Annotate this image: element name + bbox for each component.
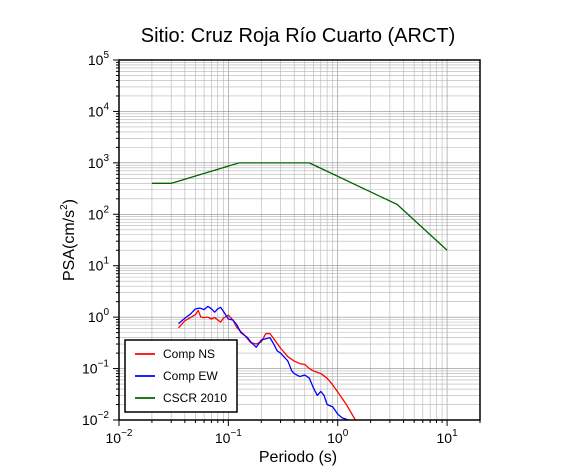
x-tick-label-exponent: 1	[452, 428, 458, 439]
y-tick-label: 105	[88, 50, 110, 68]
y-tick-label-base: 10	[88, 52, 104, 68]
y-tick-label-base: 10	[82, 412, 98, 428]
legend-label-1: Comp NS	[163, 347, 215, 361]
x-axis-label: Periodo (s)	[259, 449, 337, 466]
y-tick-label: 102	[88, 204, 110, 222]
x-tick-label-base: 10	[215, 430, 231, 446]
y-tick-label: 100	[88, 307, 110, 325]
y-tick-label-exponent: 1	[103, 256, 109, 267]
y-tick-label-base: 10	[88, 206, 104, 222]
y-tick-label-exponent: 4	[103, 101, 109, 112]
y-tick-label: 103	[88, 153, 110, 171]
y-tick-label-base: 10	[88, 155, 104, 171]
y-tick-label-exponent: 2	[103, 204, 109, 215]
y-axis-label-tail: )	[61, 199, 78, 204]
series-line-3	[151, 162, 448, 251]
series-line-2	[178, 305, 349, 420]
y-axis-label: PSA(cm/s2)	[59, 199, 78, 281]
chart-title: Sitio: Cruz Roja Río Cuarto (ARCT)	[141, 25, 456, 47]
y-tick-label-exponent: 0	[103, 307, 109, 318]
x-tick-label-base: 10	[437, 430, 453, 446]
y-tick-label-exponent: 5	[103, 50, 109, 61]
series-line-1	[178, 309, 356, 420]
y-tick-label: 101	[88, 256, 110, 274]
legend-label-3: CSCR 2010	[163, 391, 227, 405]
x-tick-label-base: 10	[327, 430, 343, 446]
y-tick-label-base: 10	[88, 309, 104, 325]
y-tick-label: 104	[88, 101, 110, 119]
x-tick-label-exponent: −1	[230, 428, 242, 439]
y-tick-label-exponent: −1	[98, 359, 110, 370]
series-layer	[151, 162, 448, 420]
x-tick-label: 101	[437, 428, 459, 446]
x-tick-label: 100	[327, 428, 349, 446]
legend-label-2: Comp EW	[163, 369, 218, 383]
y-tick-label: 10−1	[82, 359, 109, 377]
legend: Comp NS Comp EW CSCR 2010	[124, 339, 238, 413]
x-tick-label-exponent: 0	[343, 428, 349, 439]
x-tick-label-exponent: −2	[121, 428, 133, 439]
plot-frame	[118, 59, 481, 421]
x-tick-label: 10−2	[106, 428, 133, 446]
y-tick-label-base: 10	[88, 258, 104, 274]
x-tick-label-base: 10	[106, 430, 122, 446]
y-tick-label-exponent: 3	[103, 153, 109, 164]
y-axis-label-sup: 2	[59, 204, 70, 210]
y-tick-label-base: 10	[82, 361, 98, 377]
y-tick-label: 10−2	[82, 410, 109, 428]
y-axis-label-base: PSA(cm/s	[61, 210, 78, 281]
x-tick-label: 10−1	[215, 428, 242, 446]
grid-lines	[118, 59, 481, 421]
y-tick-label-base: 10	[88, 103, 104, 119]
y-tick-label-exponent: −2	[98, 410, 110, 421]
